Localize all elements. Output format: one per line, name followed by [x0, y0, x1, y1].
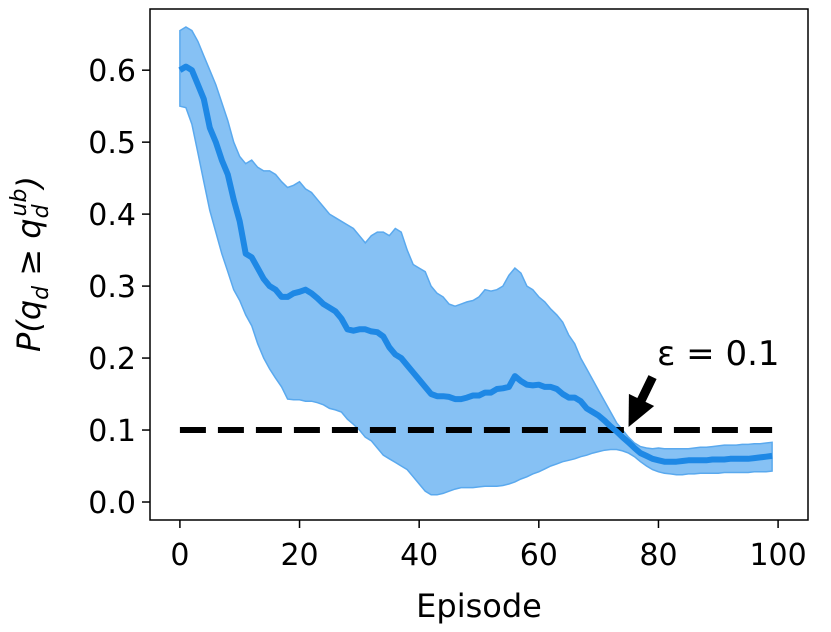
epsilon-annotation-text: ε = 0.1 [657, 334, 780, 374]
x-tick-label: 100 [749, 538, 806, 573]
y-axis-ticks: 0.0 0.1 0.2 0.3 0.4 0.5 0.6 [88, 54, 150, 521]
y-tick-label: 0.4 [88, 198, 136, 233]
y-tick-label: 0.5 [88, 126, 136, 161]
confidence-band [179, 26, 773, 496]
y-tick-label: 0.6 [88, 54, 136, 89]
mean-line-layer [178, 63, 773, 465]
y-label-sub1: d [29, 285, 54, 300]
mean-line [178, 63, 773, 465]
y-label-prefix: P(q [10, 300, 48, 352]
y-axis-label: P(qd ≥ qdub) [7, 176, 54, 352]
y-tick-label: 0.2 [88, 342, 136, 377]
annotation-arrow-head [628, 393, 655, 428]
x-axis-ticks: 0 20 40 60 80 100 [170, 520, 807, 573]
y-label-sub2: d [29, 203, 54, 218]
y-tick-label: 0.3 [88, 270, 136, 305]
x-tick-label: 0 [170, 538, 189, 573]
x-tick-label: 60 [520, 538, 558, 573]
y-tick-label: 0.1 [88, 414, 136, 449]
x-tick-label: 20 [280, 538, 318, 573]
y-label-suffix: ) [10, 176, 48, 190]
x-tick-label: 40 [400, 538, 438, 573]
y-label-sup2: ub [7, 189, 32, 217]
y-tick-label: 0.0 [88, 486, 136, 521]
x-tick-label: 80 [639, 538, 677, 573]
y-label-mid: ≥ q [10, 218, 48, 285]
plot-frame [149, 8, 809, 521]
confidence-band-layer [179, 26, 773, 496]
x-axis-label: Episode [416, 587, 542, 625]
annotation-layer: ε = 0.1 [628, 334, 780, 428]
